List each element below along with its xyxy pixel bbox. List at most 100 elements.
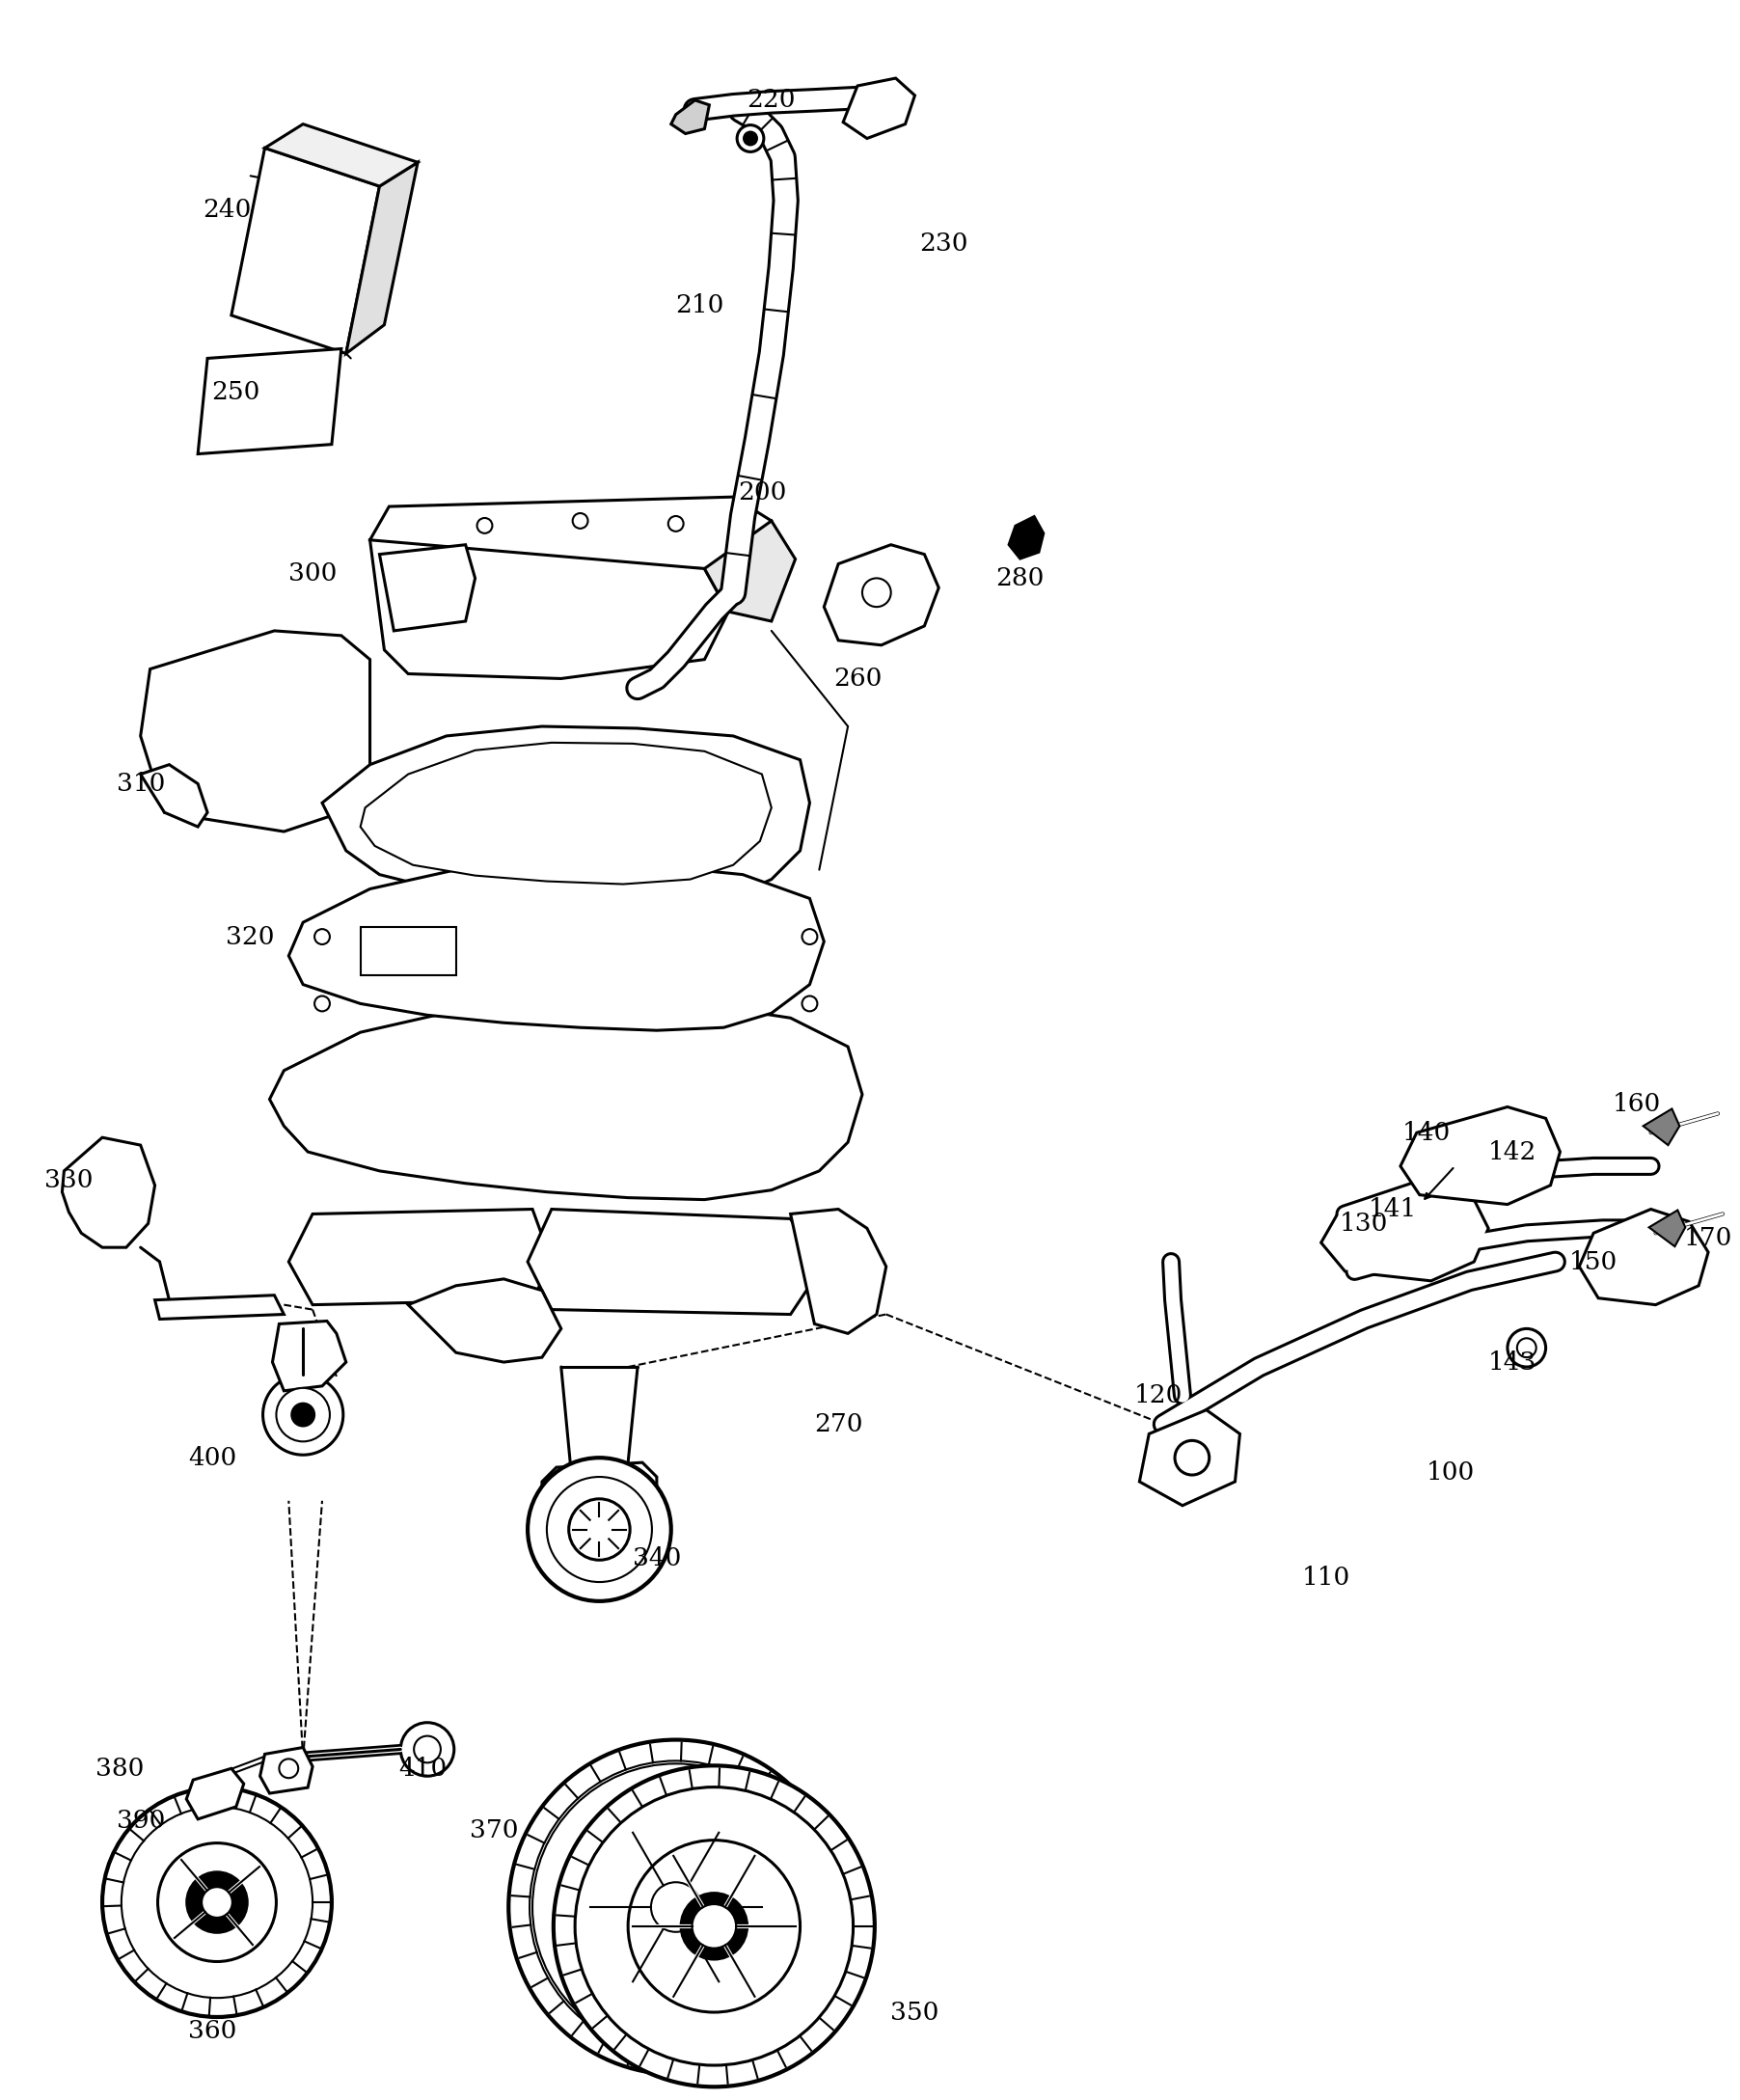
Circle shape [1507, 1329, 1545, 1367]
Text: 380: 380 [96, 1756, 144, 1781]
Text: 240: 240 [202, 197, 251, 223]
Polygon shape [790, 1210, 886, 1334]
Polygon shape [1321, 1184, 1488, 1281]
Circle shape [277, 1388, 331, 1441]
Text: 143: 143 [1488, 1350, 1536, 1373]
Circle shape [529, 1760, 821, 2054]
Circle shape [1517, 1338, 1536, 1357]
Polygon shape [1009, 517, 1044, 559]
Text: 270: 270 [814, 1411, 863, 1436]
Circle shape [477, 519, 492, 533]
Circle shape [122, 1806, 313, 1997]
Circle shape [546, 1476, 652, 1581]
Circle shape [574, 1787, 854, 2066]
Circle shape [315, 928, 331, 945]
Text: 360: 360 [188, 2020, 237, 2043]
Polygon shape [141, 630, 371, 832]
Text: 110: 110 [1302, 1564, 1350, 1590]
Text: 140: 140 [1402, 1121, 1451, 1145]
Circle shape [315, 995, 331, 1012]
Text: 280: 280 [995, 567, 1044, 590]
Text: 170: 170 [1684, 1226, 1733, 1250]
Polygon shape [186, 1768, 244, 1819]
Polygon shape [322, 727, 809, 907]
Circle shape [802, 928, 818, 945]
Circle shape [863, 578, 891, 607]
Circle shape [278, 1760, 298, 1779]
Polygon shape [289, 1210, 552, 1304]
Polygon shape [844, 78, 915, 139]
Polygon shape [543, 1462, 656, 1554]
Circle shape [400, 1722, 454, 1777]
Circle shape [693, 1905, 736, 1949]
Circle shape [414, 1737, 440, 1762]
Circle shape [668, 517, 684, 531]
Text: 130: 130 [1340, 1212, 1389, 1235]
Text: 160: 160 [1613, 1092, 1660, 1115]
Polygon shape [264, 124, 418, 187]
Polygon shape [270, 1000, 863, 1199]
Polygon shape [1650, 1210, 1686, 1247]
Polygon shape [360, 928, 456, 974]
Circle shape [743, 132, 757, 145]
Polygon shape [1643, 1109, 1679, 1145]
Text: 220: 220 [746, 88, 795, 111]
Text: 320: 320 [226, 924, 275, 949]
Polygon shape [141, 764, 207, 827]
Text: 390: 390 [117, 1808, 165, 1833]
Circle shape [508, 1739, 844, 2075]
Circle shape [186, 1871, 247, 1932]
Text: 260: 260 [833, 666, 882, 691]
Text: 350: 350 [891, 1999, 940, 2024]
Circle shape [569, 1499, 630, 1560]
Circle shape [103, 1787, 332, 2016]
Text: 120: 120 [1134, 1384, 1183, 1407]
Polygon shape [409, 1279, 560, 1363]
Polygon shape [371, 498, 771, 569]
Circle shape [585, 1816, 767, 1997]
Circle shape [202, 1888, 233, 1917]
Circle shape [628, 1840, 800, 2012]
Polygon shape [231, 147, 379, 353]
Polygon shape [360, 743, 771, 884]
Text: 410: 410 [398, 1756, 447, 1781]
Text: 250: 250 [212, 380, 261, 403]
Polygon shape [705, 521, 795, 622]
Polygon shape [825, 544, 938, 645]
Text: 200: 200 [738, 481, 786, 504]
Polygon shape [63, 1138, 155, 1247]
Text: 310: 310 [117, 771, 165, 796]
Circle shape [292, 1403, 315, 1426]
Text: 142: 142 [1488, 1140, 1536, 1163]
Circle shape [802, 995, 818, 1012]
Circle shape [553, 1766, 875, 2087]
Circle shape [860, 84, 894, 118]
Circle shape [572, 512, 588, 529]
Polygon shape [527, 1210, 820, 1315]
Text: 340: 340 [632, 1546, 680, 1571]
Polygon shape [1140, 1409, 1241, 1506]
Polygon shape [259, 1747, 313, 1793]
Circle shape [532, 1764, 820, 2050]
Circle shape [527, 1457, 672, 1600]
Polygon shape [379, 544, 475, 630]
Polygon shape [371, 540, 729, 678]
Circle shape [158, 1844, 277, 1961]
Polygon shape [346, 162, 418, 353]
Circle shape [576, 1787, 853, 2064]
Text: 300: 300 [289, 561, 338, 586]
Text: 150: 150 [1569, 1250, 1618, 1275]
Circle shape [738, 126, 764, 151]
Text: 141: 141 [1369, 1197, 1416, 1222]
Circle shape [651, 1882, 701, 1932]
Circle shape [1174, 1441, 1209, 1474]
Circle shape [680, 1892, 748, 1959]
Circle shape [263, 1376, 343, 1455]
Text: 210: 210 [675, 294, 724, 317]
Polygon shape [155, 1296, 284, 1319]
Polygon shape [289, 863, 825, 1031]
Text: 370: 370 [470, 1819, 519, 1842]
Text: 330: 330 [45, 1168, 94, 1193]
Polygon shape [1401, 1107, 1561, 1205]
Polygon shape [273, 1321, 346, 1390]
